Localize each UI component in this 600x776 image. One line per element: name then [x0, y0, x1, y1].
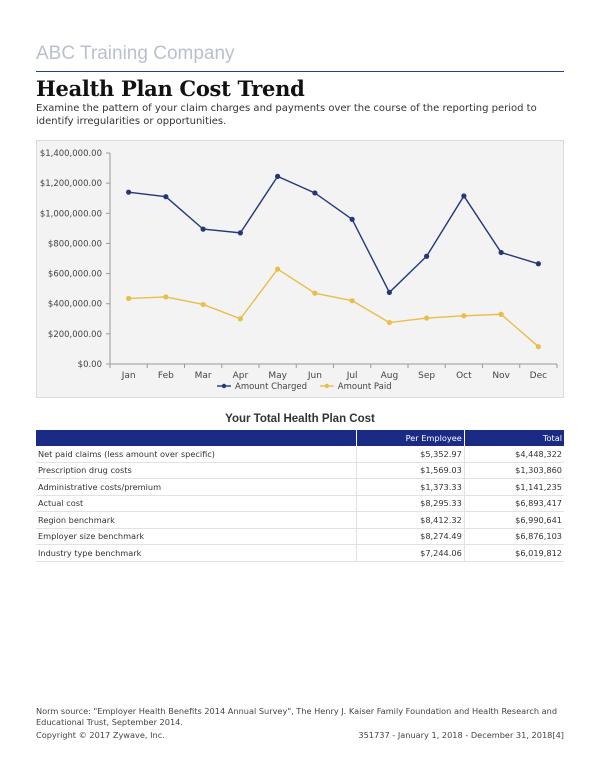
y-tick-label: $800,000.00: [48, 239, 102, 249]
data-point: [386, 319, 392, 326]
copyright: Copyright © 2017 Zywave, Inc.: [36, 730, 165, 740]
y-tick-label: $200,000.00: [48, 330, 102, 340]
column-header-per-employee: Per Employee: [355, 430, 465, 446]
y-tick-label: $1,000,000.00: [40, 209, 102, 219]
data-point: [312, 190, 318, 196]
row-label: Administrative costs/premium: [36, 478, 357, 496]
legend-swatch-marker: [221, 383, 227, 389]
x-tick-label: Jul: [346, 371, 358, 381]
data-point: [498, 311, 504, 317]
row-per-employee: $8,412.32: [355, 511, 465, 529]
row-total: $1,303,860: [463, 462, 564, 479]
norm-source-note: Norm source: "Employer Health Benefits 2…: [36, 706, 558, 727]
row-per-employee: $1,373.33: [355, 478, 465, 496]
row-label: Prescription drug costs: [36, 462, 357, 479]
y-tick-label: $1,200,000.00: [40, 179, 102, 189]
data-point: [200, 226, 206, 232]
x-tick-label: Apr: [233, 371, 249, 381]
y-tick-label: $0.00: [78, 360, 102, 370]
series-line: [128, 268, 539, 348]
row-total: $6,990,641: [463, 511, 564, 529]
data-point: [312, 290, 318, 296]
data-point: [424, 315, 430, 321]
table-row: Net paid claims (less amount over specif…: [36, 446, 564, 463]
report-reference: 351737 - January 1, 2018 - December 31, …: [358, 730, 564, 740]
data-point: [163, 294, 169, 300]
page-title: Health Plan Cost Trend: [36, 76, 305, 101]
chart-svg: $0.00 $200,000.00 $400,000.00 $600,000.00 $8…: [40, 149, 558, 392]
data-point: [424, 253, 430, 259]
row-total: $4,448,322: [463, 446, 564, 463]
data-point: [535, 261, 541, 267]
data-point: [461, 313, 467, 319]
row-total: $1,141,235: [463, 478, 564, 496]
intro-text: Examine the pattern of your claim charge…: [36, 103, 537, 127]
data-point: [461, 193, 467, 199]
cost-table-title: Your Total Health Plan Cost: [225, 413, 375, 425]
row-per-employee: $8,274.49: [355, 528, 465, 545]
legend-label: Amount Charged: [235, 382, 307, 392]
x-tick-label: Jan: [121, 371, 136, 381]
row-label: Employer size benchmark: [36, 528, 357, 545]
data-point: [200, 301, 206, 308]
data-point: [535, 344, 541, 350]
table-row: Industry type benchmark $7,244.06 $6,019…: [36, 544, 564, 562]
data-point: [275, 173, 281, 179]
data-point: [126, 295, 132, 302]
table-row: Region benchmark $8,412.32 $6,990,641: [36, 511, 564, 529]
data-point: [349, 298, 355, 304]
data-point: [237, 230, 243, 236]
x-tick-label: Mar: [195, 371, 212, 381]
table-row: Prescription drug costs $1,569.03 $1,303…: [36, 462, 564, 479]
row-label: Net paid claims (less amount over specif…: [36, 446, 357, 463]
x-tick-label: Feb: [158, 371, 174, 381]
x-tick-label: Nov: [492, 371, 510, 381]
column-header-total: Total: [463, 430, 564, 446]
cost-trend-chart: $0.00 $200,000.00 $400,000.00 $600,000.00 $8…: [36, 140, 564, 398]
table-header-row: Per Employee Total: [36, 430, 564, 446]
x-tick-label: Dec: [530, 371, 547, 381]
row-label: Industry type benchmark: [36, 544, 357, 562]
row-label: Region benchmark: [36, 511, 357, 529]
row-total: $6,893,417: [463, 495, 564, 512]
data-point: [349, 216, 355, 222]
legend-swatch-marker: [324, 383, 329, 389]
y-tick-label: $400,000.00: [48, 300, 102, 310]
legend-label: Amount Paid: [338, 382, 392, 392]
table-row: Actual cost $8,295.33 $6,893,417: [36, 495, 564, 512]
data-point: [386, 289, 392, 296]
data-point: [275, 266, 281, 272]
column-header-label: [36, 430, 357, 446]
header-divider: [36, 71, 564, 72]
cost-table: Per Employee Total Net paid claims (less…: [36, 430, 564, 562]
company-name: ABC Training Company: [36, 43, 235, 64]
row-per-employee: $8,295.33: [355, 495, 465, 512]
x-tick-label: Aug: [381, 371, 399, 381]
row-per-employee: $1,569.03: [355, 462, 465, 479]
x-tick-label: Sep: [418, 371, 435, 381]
table-row: Administrative costs/premium $1,373.33 $…: [36, 478, 564, 496]
row-total: $6,019,812: [463, 544, 564, 562]
row-per-employee: $7,244.06: [355, 544, 465, 562]
series-line: [128, 175, 539, 294]
data-point: [163, 194, 169, 200]
row-label: Actual cost: [36, 495, 357, 512]
row-total: $6,876,103: [463, 528, 564, 545]
data-point: [126, 189, 132, 195]
x-tick-label: Oct: [456, 371, 472, 381]
x-tick-label: Jun: [307, 371, 322, 381]
y-tick-label: $600,000.00: [48, 270, 102, 280]
table-row: Employer size benchmark $8,274.49 $6,876…: [36, 528, 564, 545]
row-per-employee: $5,352.97: [355, 446, 465, 463]
data-point: [237, 316, 243, 322]
y-tick-label: $1,400,000.00: [40, 149, 102, 159]
data-point: [498, 249, 504, 256]
x-tick-label: May: [268, 371, 287, 381]
